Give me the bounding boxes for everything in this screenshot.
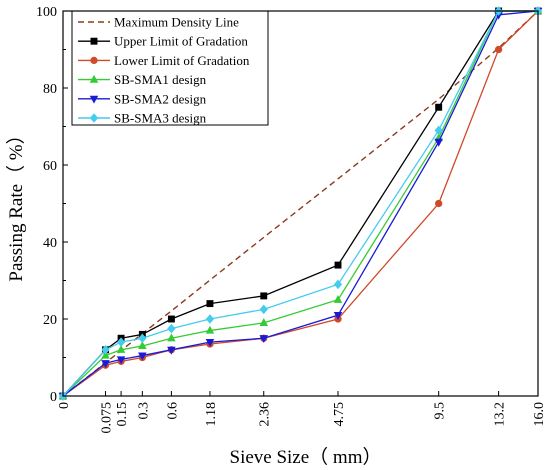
series-4-point [205, 325, 215, 334]
legend-item-6: SB-SMA3 design [78, 111, 207, 126]
y-tick-label: 60 [43, 159, 57, 174]
legend-label: SB-SMA2 design [114, 91, 207, 106]
series-6-point [434, 125, 443, 136]
series-3-point [435, 199, 443, 208]
x-tick-label: 4.75 [332, 402, 347, 427]
series-6 [58, 6, 543, 401]
x-tick-label: 0.15 [115, 402, 130, 427]
series-6-point [167, 323, 176, 334]
series-4-point [259, 318, 269, 326]
y-tick-label: 80 [43, 82, 57, 97]
series-5-point [205, 338, 215, 347]
x-tick-label: 0.3 [136, 402, 151, 420]
series-4-point [116, 344, 126, 353]
series-2-point [334, 261, 342, 269]
legend-label: Upper Limit of Gradation [114, 34, 248, 49]
legend-marker-point [90, 56, 98, 65]
series-5-point [167, 346, 176, 355]
series-5-point [259, 335, 269, 344]
series-4-point [101, 350, 110, 359]
legend: Maximum Density Line Upper Limit of Grada… [71, 10, 269, 126]
series-5-point [138, 352, 147, 361]
legend-item-3: Lower Limit of Gradation [78, 53, 250, 68]
legend-item-4: SB-SMA1 design [78, 72, 207, 87]
legend-item-5: SB-SMA2 design [78, 91, 207, 106]
y-axis-title: Passing Rate（ %） [5, 125, 27, 281]
y-tick-label: 100 [36, 5, 57, 20]
x-tick-label: 9.5 [433, 402, 448, 420]
series-3-point [494, 45, 503, 54]
legend-marker-point [89, 74, 99, 83]
series-1-line [62, 10, 539, 397]
y-tick-label: 40 [43, 236, 57, 251]
series-4-point [138, 341, 147, 350]
series-4-point [333, 294, 343, 303]
legend-marker-point [89, 95, 99, 104]
series-1 [62, 10, 539, 397]
legend-label: Maximum Density Line [114, 15, 239, 30]
legend-item-1: Maximum Density Line [78, 15, 239, 30]
x-tick-label: 13.2 [493, 402, 508, 427]
series-6-point [333, 279, 343, 290]
series-2-point [167, 315, 175, 323]
legend-marker-point [89, 113, 99, 123]
legend-label: SB-SMA1 design [114, 72, 207, 87]
legend-label: Lower Limit of Gradation [114, 53, 250, 68]
series-6-point [116, 337, 126, 347]
y-tick-label: 20 [43, 313, 57, 328]
x-tick-label: 2.36 [258, 402, 273, 427]
series-4-point [167, 333, 176, 342]
series-5-point [116, 356, 126, 365]
series-5-point [333, 312, 343, 320]
series-2-point [206, 300, 214, 308]
series-5-point [434, 138, 443, 147]
axes: 0 20 40 60 80 100 0 0.075 0.15 0.3 0.6 1.18 2.36 4.75… [36, 5, 547, 434]
x-tick-label: 1.18 [204, 402, 219, 427]
x-tick-label: 0 [57, 402, 72, 409]
x-tick-label: 0.6 [165, 402, 180, 420]
x-tick-label: 0.075 [100, 402, 115, 434]
series-6-point [138, 333, 147, 343]
series-6-point [259, 304, 268, 315]
series-2-point [435, 103, 443, 111]
legend-marker-point [90, 37, 98, 45]
legend-label: SB-SMA3 design [114, 111, 207, 126]
series-5-point [101, 360, 110, 369]
legend-item-2: Upper Limit of Gradation [78, 34, 248, 49]
series-6-point [101, 345, 110, 355]
series-6-point [205, 314, 215, 324]
x-axis-title: Sieve Size（ mm） [230, 446, 382, 468]
legend-box [71, 10, 269, 126]
y-tick-label: 0 [50, 390, 57, 405]
x-tick-label: 16.0 [532, 402, 547, 427]
series-2-point [260, 292, 268, 300]
